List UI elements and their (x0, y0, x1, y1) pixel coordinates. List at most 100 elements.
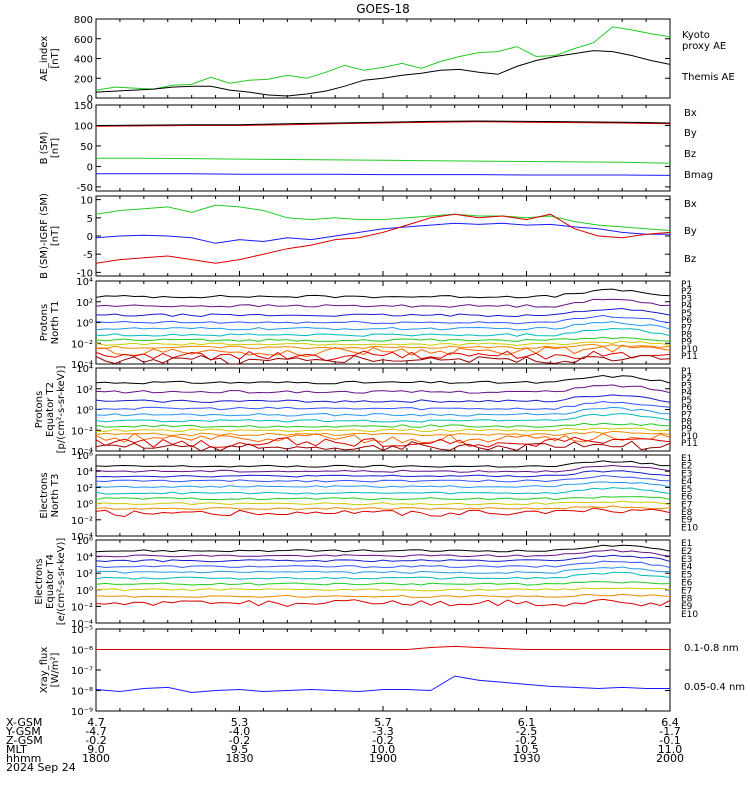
legend-e10: E10 (681, 610, 698, 620)
y-tick-label: 10⁻⁴ (71, 360, 93, 371)
footer-value: 4.7 (87, 716, 105, 729)
series-line-p6 (96, 327, 670, 337)
series-line-p7 (96, 336, 670, 342)
y-tick-label: 10⁶ (76, 451, 93, 462)
legend-e8: E8 (681, 508, 693, 518)
y-axis-label: AE_index (39, 36, 50, 82)
footer-date: 2024 Sep 24 (6, 761, 76, 774)
y-tick-label: 10⁻⁴ (71, 619, 93, 630)
y-axis-label: Electrons (34, 558, 45, 604)
series-line-e1 (96, 460, 670, 468)
legend-p9: P9 (681, 338, 692, 348)
y-axis-label: [nT] (50, 138, 61, 158)
panel-frame (95, 628, 671, 712)
legend-e10: E10 (681, 523, 698, 533)
legend-e3: E3 (681, 555, 692, 565)
legend-p3: P3 (681, 294, 692, 304)
y-tick-label: 10² (76, 483, 93, 494)
series-line-e3 (96, 554, 670, 563)
series-line-e2 (96, 549, 670, 558)
legend-xray-0: 0.1-0.8 nm (684, 643, 739, 654)
series-line-p10 (96, 344, 670, 358)
series-group (96, 288, 670, 364)
y-tick-label: 10⁻² (71, 426, 93, 437)
series-line-bx (96, 173, 670, 176)
legend-by: By (684, 226, 697, 237)
footer-value: -0.2 (85, 734, 106, 747)
legend-p11: P11 (681, 352, 698, 362)
series-line-p7 (96, 422, 670, 428)
y-tick-label: 5 (87, 214, 93, 225)
y-tick-label: 0 (87, 94, 93, 105)
footer-row-label: MLT (6, 743, 27, 756)
footer-value: 6.4 (661, 716, 679, 729)
legend-p1: P1 (681, 280, 692, 290)
series-line-e6 (96, 487, 670, 495)
legend-e4: E4 (681, 563, 693, 573)
legend-e9: E9 (681, 516, 693, 526)
y-tick-label: -10 (77, 268, 93, 279)
y-tick-label: 10⁻⁷ (71, 666, 93, 677)
series-line-p8 (96, 427, 670, 433)
y-tick-label: 10⁻² (71, 602, 93, 613)
legend-e7: E7 (681, 500, 692, 510)
series-line-e6 (96, 571, 670, 580)
y-tick-label: 10² (76, 385, 93, 396)
series-line-p8 (96, 340, 670, 347)
series-line-p1 (96, 374, 670, 385)
series-line-e1 (96, 544, 670, 553)
footer-value: 2000 (656, 752, 684, 765)
legend-bmag: Bmag (684, 170, 713, 181)
series-line-p2 (96, 384, 670, 394)
series-line-p2 (96, 298, 670, 308)
footer-row-label: Z-GSM (6, 734, 43, 747)
y-tick-label: 10⁻⁴ (71, 447, 93, 458)
y-axis-label: [e/(cm²-s-sr-keV)] (56, 538, 67, 626)
footer-value: 9.5 (231, 743, 249, 756)
footer-value: 5.7 (374, 716, 392, 729)
series-line-e8 (96, 587, 670, 592)
y-tick-label: 10⁻⁶ (71, 646, 93, 657)
y-tick-label: 10⁴ (76, 364, 93, 375)
y-tick-label: 10⁴ (76, 277, 93, 288)
legend-e9: E9 (681, 602, 693, 612)
panel-pnorth: 10⁻⁴ 10⁻² 10⁰ 10² 10⁴ Protons North T1 P1P2P3P4… (39, 277, 698, 371)
y-tick-label: 10⁻² (71, 339, 93, 350)
legend-themis: Themis AE (681, 72, 735, 83)
footer-value: -0.2 (372, 734, 393, 747)
footer-value: 6.1 (518, 716, 536, 729)
series-line-e4 (96, 474, 670, 483)
footer-row-label: Y-GSM (5, 725, 41, 738)
y-tick-label: 10⁶ (76, 536, 93, 547)
series-line-e4 (96, 560, 670, 569)
panel-xray: 10⁻⁹ 10⁻⁸ 10⁻⁷ 10⁻⁶ 10⁻⁵ Xray_flux [W/m²] 0.1-0… (39, 625, 745, 718)
footer-row-label: hhmm (6, 752, 41, 765)
legend-by: By (684, 128, 697, 139)
panel-frame (95, 104, 671, 192)
series-line-kyoto-proxy-ae (96, 26, 670, 91)
series-line-bmag (96, 120, 670, 126)
legend-e1: E1 (681, 454, 692, 464)
series-line-p5 (96, 321, 670, 331)
panel-bsm: -50 0 50 100 150 B (SM) [nT] Bx By Bz Bmag (39, 101, 713, 194)
footer-value: -2.5 (516, 725, 537, 738)
legend-bx: Bx (684, 199, 697, 210)
y-tick-label: 0 (87, 162, 93, 173)
legend-bz: Bz (684, 254, 696, 265)
y-tick-label: 10⁻⁴ (71, 532, 93, 543)
y-tick-label: 10⁻⁵ (71, 625, 93, 636)
series-group (96, 120, 670, 176)
footer-value: -0.2 (516, 734, 537, 747)
series-line-0-1-0-8-nm (96, 645, 670, 650)
series-line-p3 (96, 307, 670, 318)
series-line-bz (96, 213, 670, 264)
series-line-bx (96, 222, 670, 244)
y-tick-label: 400 (74, 55, 93, 66)
panel-bigrf: -10 -5 0 5 10 B (SM)-IGRF (SM) [nT] Bx By Bz (39, 193, 697, 279)
y-tick-label: 10⁻⁸ (71, 687, 93, 698)
legend-p5: P5 (681, 309, 692, 319)
y-tick-label: 600 (74, 35, 93, 46)
y-tick-label: 10⁰ (76, 406, 93, 417)
legend-p5: P5 (681, 396, 692, 406)
